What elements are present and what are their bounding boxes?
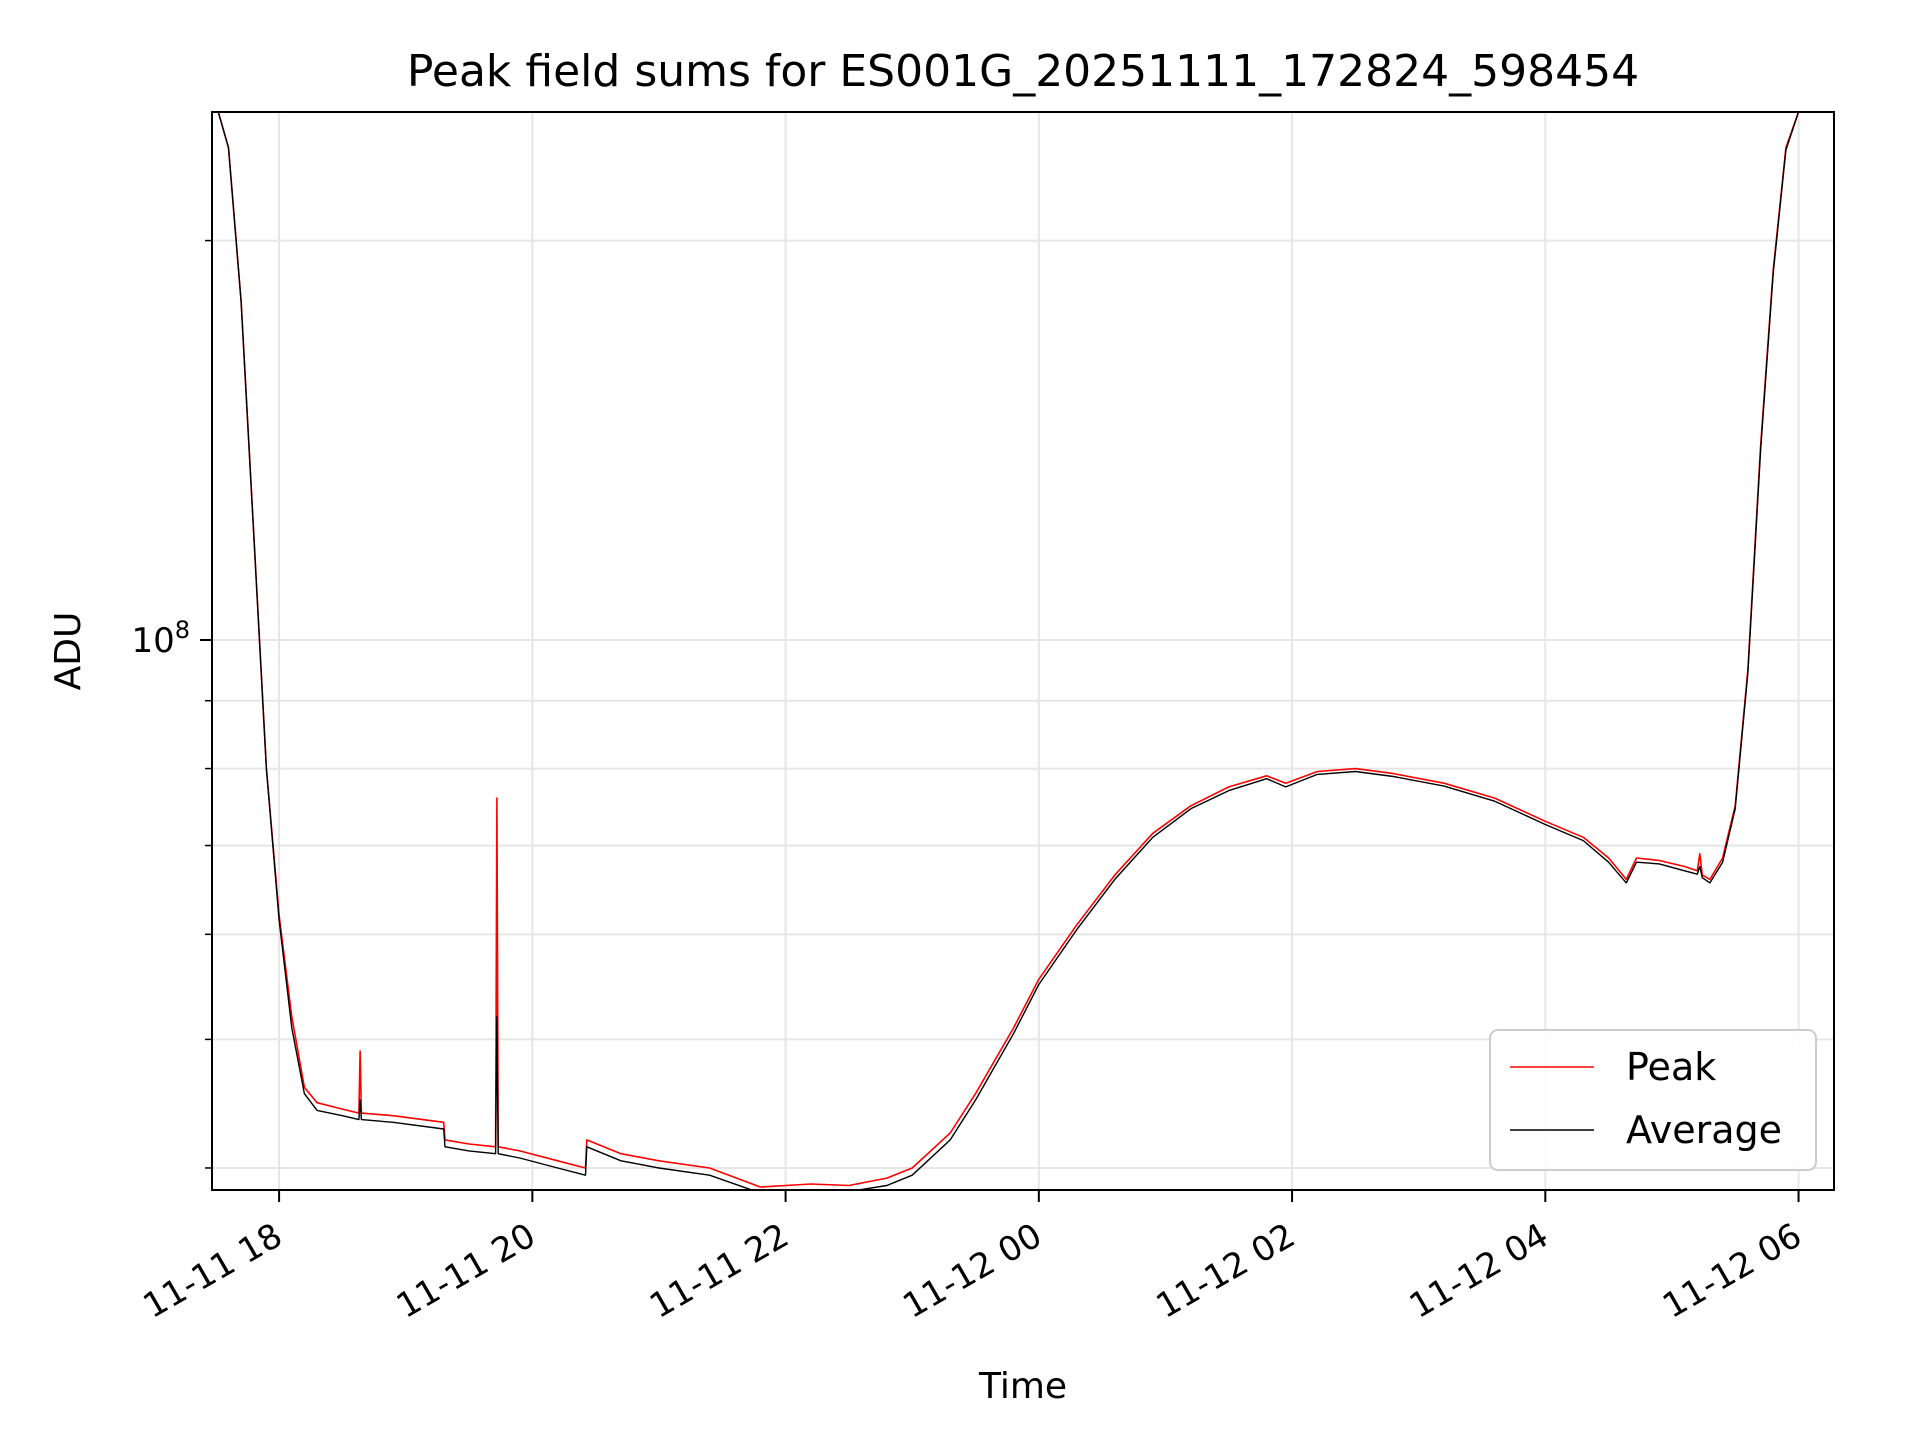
legend-label-average: Average (1626, 1108, 1782, 1152)
grid-lines (212, 112, 1834, 1190)
y-tick-label: 108 (131, 616, 190, 661)
legend: Peak Average (1489, 1029, 1817, 1171)
axes-frame (211, 111, 1835, 1191)
series-line-average (217, 112, 1800, 1190)
y-tick-label-base: 10 (131, 621, 174, 661)
x-axis-label: Time (978, 1366, 1067, 1407)
y-axis-ticks: 108 (131, 239, 212, 1169)
chart-title: Peak field sums for ES001G_20251111_1728… (407, 46, 1639, 97)
series-line-peak (217, 112, 1800, 1188)
series-layer (217, 112, 1800, 1190)
plot-area (217, 112, 1800, 1190)
legend-box (1489, 1029, 1817, 1171)
y-tick-label-exponent: 8 (175, 616, 190, 644)
legend-label-peak: Peak (1626, 1045, 1716, 1089)
y-axis-label: ADU (48, 612, 89, 691)
